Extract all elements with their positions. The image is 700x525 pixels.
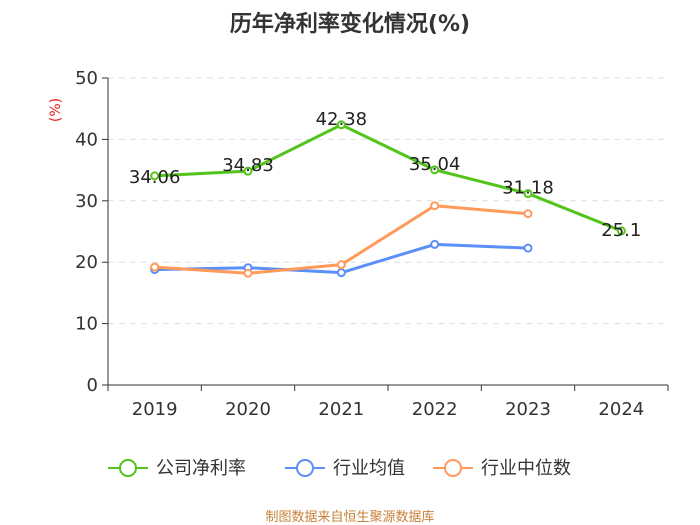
series-line-0 bbox=[154, 123, 622, 233]
y-tick-label-30: 30 bbox=[75, 191, 98, 212]
source-note: 制图数据来自恒生聚源数据库 bbox=[265, 510, 435, 525]
grid-lines bbox=[108, 77, 668, 325]
legend-item-1[interactable]: 行业均值 bbox=[285, 458, 405, 479]
legend-marker-2 bbox=[444, 459, 462, 477]
series-0-point-2022 bbox=[430, 165, 440, 175]
legend: 公司净利率 行业均值 行业中位数 bbox=[108, 458, 571, 479]
legend-item-0[interactable]: 公司净利率 bbox=[108, 458, 246, 479]
series-0-point-2021 bbox=[336, 120, 346, 130]
legend-marker-0 bbox=[119, 459, 137, 477]
series-2-point-2022 bbox=[430, 201, 440, 211]
axes: 0 10 20 30 40 50 2019 2020 2021 2022 2023 2024 (%) bbox=[48, 68, 669, 420]
series-0-point-2020 bbox=[243, 166, 253, 176]
y-tick-label-50: 50 bbox=[75, 68, 98, 89]
y-tick-label-0: 0 bbox=[87, 375, 98, 396]
series-0-point-2024 bbox=[616, 226, 626, 236]
legend-label-0: 公司净利率 bbox=[156, 458, 246, 479]
data-label-2024: 25.1 bbox=[601, 220, 641, 241]
x-tick-label-2019: 2019 bbox=[132, 399, 178, 420]
series-2-point-2019 bbox=[150, 262, 160, 272]
legend-label-2: 行业中位数 bbox=[481, 458, 571, 479]
y-tick-label-20: 20 bbox=[75, 252, 98, 273]
x-tick-label-2022: 2022 bbox=[412, 399, 458, 420]
series-1-point-2022 bbox=[430, 239, 440, 249]
x-tick-label-2024: 2024 bbox=[598, 399, 644, 420]
data-label-2019: 34.06 bbox=[129, 167, 181, 188]
x-tick-label-2021: 2021 bbox=[318, 399, 364, 420]
series-0-point-2019 bbox=[150, 171, 160, 181]
chart-title: 历年净利率变化情况(%) bbox=[229, 12, 471, 37]
series-2-point-2021 bbox=[336, 260, 346, 270]
legend-marker-1 bbox=[296, 459, 314, 477]
y-tick-label-40: 40 bbox=[75, 129, 98, 150]
series-0-point-2023 bbox=[523, 189, 533, 199]
x-tick-label-2023: 2023 bbox=[505, 399, 551, 420]
series bbox=[150, 120, 626, 278]
y-tick-label-10: 10 bbox=[75, 314, 98, 335]
series-1-point-2021 bbox=[336, 268, 346, 278]
data-label-2022: 35.04 bbox=[409, 154, 461, 175]
data-labels: 34.06 34.83 42.38 35.04 31.18 25.1 bbox=[129, 109, 641, 241]
x-tick-label-2020: 2020 bbox=[225, 399, 271, 420]
y-axis-unit-label: (%) bbox=[48, 98, 64, 122]
data-label-2020: 34.83 bbox=[222, 155, 274, 176]
series-2-point-2023 bbox=[523, 209, 533, 219]
data-label-2021: 42.38 bbox=[316, 109, 368, 130]
series-1-point-2023 bbox=[523, 243, 533, 253]
data-label-2023: 31.18 bbox=[502, 178, 554, 199]
series-2-point-2020 bbox=[243, 268, 253, 278]
legend-label-1: 行业均值 bbox=[333, 458, 405, 479]
legend-item-2[interactable]: 行业中位数 bbox=[433, 458, 571, 479]
